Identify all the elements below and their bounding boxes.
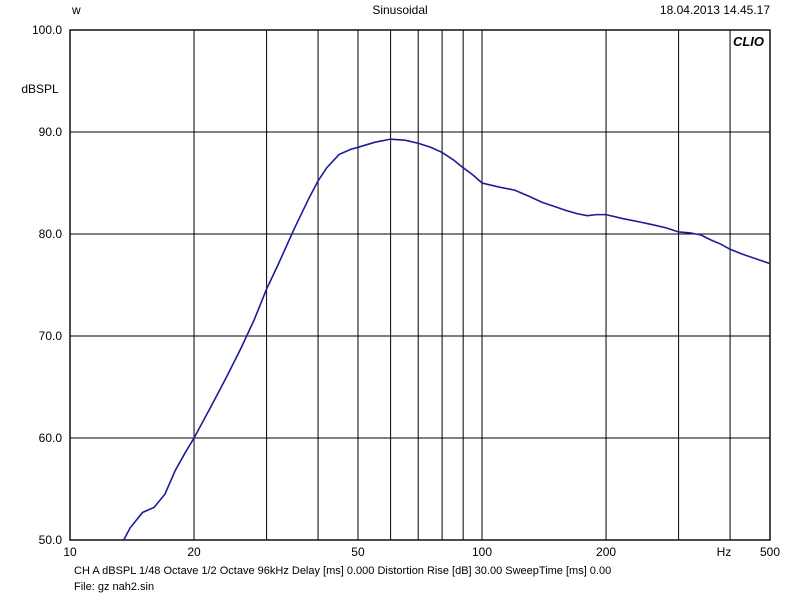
spl-chart: w Sinusoidal 18.04.2013 14.45.17 50.0 60.0 70… <box>0 0 800 600</box>
x-tick-label: 100 <box>472 545 492 559</box>
header-center: Sinusoidal <box>372 3 427 17</box>
header-left: w <box>71 3 81 17</box>
y-tick-label: 80.0 <box>39 227 63 241</box>
footer-line1: CH A dBSPL 1/48 Octave 1/2 Octave 96kHz … <box>74 565 611 577</box>
header-right: 18.04.2013 14.45.17 <box>660 3 770 17</box>
y-tick-label: 90.0 <box>39 125 63 139</box>
x-tick-label: 200 <box>596 545 616 559</box>
y-tick-label: 70.0 <box>39 329 63 343</box>
x-tick-label: 10 <box>63 545 77 559</box>
x-axis-hz: Hz <box>717 545 732 559</box>
watermark: CLIO <box>733 34 764 49</box>
x-tick-label: 20 <box>187 545 201 559</box>
y-tick-label: 100.0 <box>32 23 62 37</box>
y-tick-label: 50.0 <box>39 533 63 547</box>
x-tick-label: 50 <box>351 545 365 559</box>
chart-bg <box>0 0 800 600</box>
x-tick-label: 500 <box>760 545 780 559</box>
y-axis-label: dBSPL <box>21 82 59 96</box>
y-tick-label: 60.0 <box>39 431 63 445</box>
footer-line2: File: gz nah2.sin <box>74 581 154 593</box>
